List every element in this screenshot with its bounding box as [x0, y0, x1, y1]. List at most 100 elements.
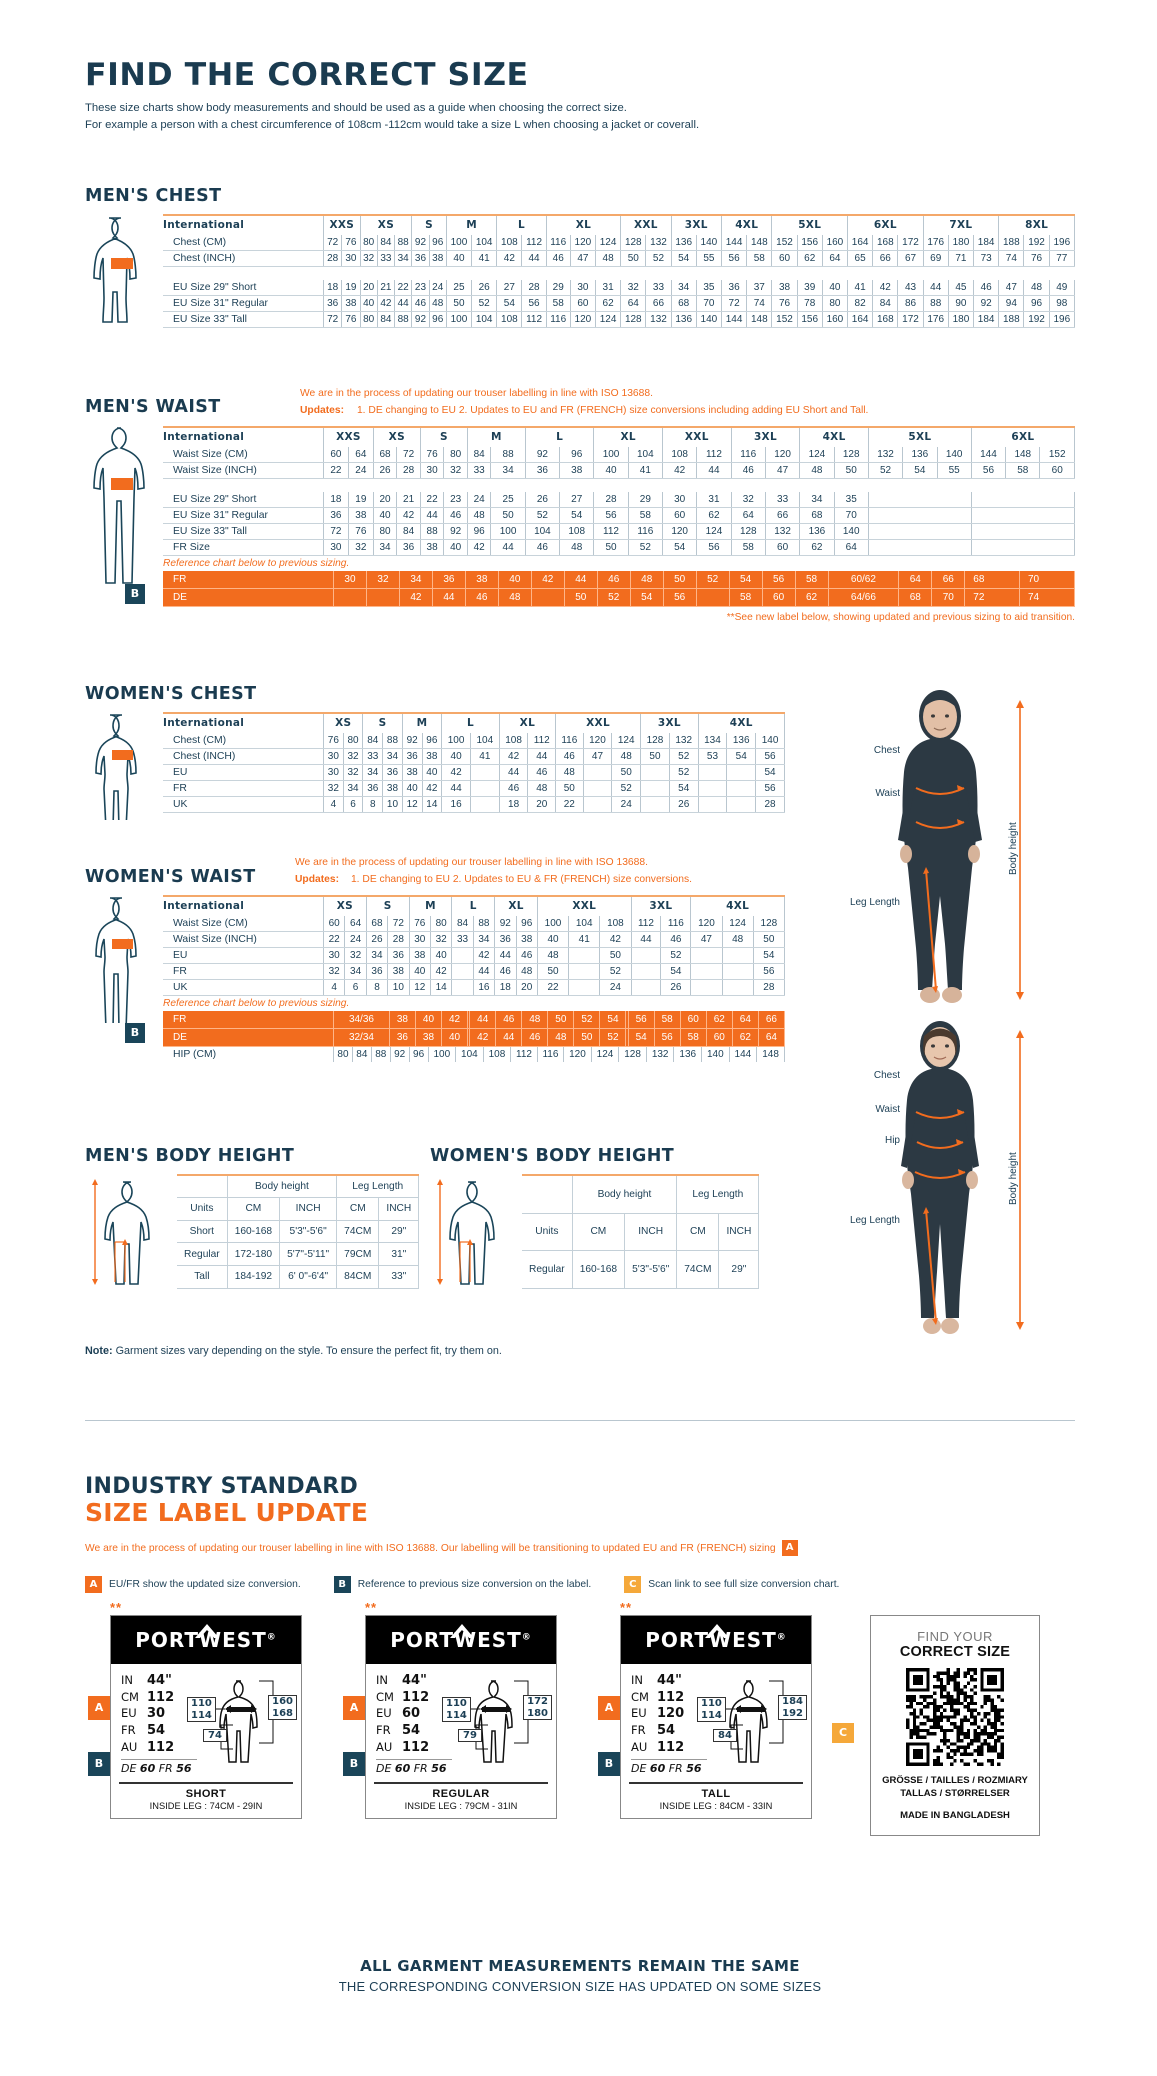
size-header-s: S — [411, 215, 447, 235]
badge-a-card: A — [343, 1696, 365, 1720]
cell: 192 — [1023, 234, 1050, 251]
cell: 124 — [590, 1046, 620, 1062]
column-header: Units — [522, 1212, 573, 1252]
cell: 56 — [755, 748, 785, 765]
cell: 148 — [746, 234, 773, 251]
cell: 32 — [322, 963, 346, 980]
cell: 30 — [323, 539, 349, 556]
cell: 58 — [545, 295, 571, 312]
cell: 33 — [466, 462, 492, 479]
cell: 80 — [429, 915, 453, 932]
cell: 46 — [730, 462, 766, 479]
label-previous-size: DE 60 FR 56 — [376, 1759, 452, 1775]
table-row: EU Size 31" Regular 36 38 40 42 44 46 48 50 52 54 5… — [163, 295, 1076, 312]
cell: 68 — [799, 507, 835, 524]
female-body-height-rule — [1010, 1030, 1036, 1330]
cell: 140 — [833, 523, 869, 540]
cell: 34 — [362, 764, 384, 781]
cell: 58 — [746, 250, 773, 267]
cell: 104 — [627, 446, 664, 463]
cell: 104 — [471, 311, 498, 328]
cell — [721, 947, 754, 964]
table-row: EU 30 32 34 36 38 40 42 44 46 48 50 52 54 — [163, 947, 786, 964]
see-new-label-note: **See new label below, showing updated a… — [726, 611, 1075, 623]
womens-waist-hip-table: HIP (CM) 80 84 88 92 96 100 104 108 112 116 120 124 1… — [163, 1046, 785, 1062]
size-header-xs: XS — [323, 896, 367, 916]
cell: 26 — [524, 491, 561, 508]
mens-body-height-title: MEN'S BODY HEIGHT — [85, 1146, 295, 1166]
cell: 184-192 — [226, 1264, 281, 1289]
badge-a-inline: A — [781, 1540, 798, 1557]
industry-standard-section: INDUSTRY STANDARD SIZE LABEL UPDATE We a… — [85, 1474, 1075, 1594]
cell: 28 — [755, 796, 785, 813]
industry-title-line1: INDUSTRY STANDARD — [85, 1474, 359, 1499]
cell — [333, 588, 367, 607]
size-header-8xl: 8XL — [998, 215, 1075, 235]
cell: 104 — [524, 523, 561, 540]
cell: 44 — [521, 250, 547, 267]
label-spec-row: FR 54 — [121, 1722, 166, 1738]
cell: 35 — [833, 491, 869, 508]
womens-chest-section: WOMEN'S CHEST International XS S M L XL XXL 3XL… — [85, 685, 786, 820]
cell: 60 — [679, 1010, 707, 1029]
cell — [726, 764, 757, 781]
cell: 60 — [322, 915, 346, 932]
cell: 22 — [322, 931, 346, 948]
cell — [970, 507, 1076, 524]
cell: 66 — [872, 250, 899, 267]
womens-body-height-table: Body height Leg Length Units CM INCH CM INCH Re… — [522, 1173, 760, 1289]
cell: 22 — [536, 979, 570, 996]
size-header-5xl: 5XL — [771, 215, 849, 235]
cell: 72 — [322, 311, 343, 328]
industry-title-line2: SIZE LABEL UPDATE — [85, 1498, 369, 1528]
womens-chest-table: International XS S M L XL XXL 3XL 4XL Chest (CM) 7… — [163, 713, 786, 813]
cell: 100 — [427, 1046, 457, 1062]
page-title: FIND THE CORRECT SIZE — [85, 57, 529, 93]
cell: 22 — [419, 491, 445, 508]
cell: 48 — [629, 570, 664, 589]
table-header-row: International XS S M L XL XXL 3XL 4XL — [163, 896, 785, 916]
size-header-3xl: 3XL — [640, 713, 699, 733]
size-header-3xl: 3XL — [630, 896, 692, 916]
cell: 30 — [333, 570, 367, 589]
cell: 54 — [660, 963, 692, 980]
cell: 32 — [323, 780, 344, 797]
mens-waist-reference-table: FR 30 32 34 36 38 40 42 44 46 48 50 52 54 56 58 60/62 64 6… — [163, 570, 1075, 607]
cell: 92 — [443, 523, 468, 540]
female-body-height-label: Body height — [1008, 1152, 1019, 1205]
row-label: HIP (CM) — [163, 1046, 334, 1062]
cell: 76 — [419, 446, 445, 463]
cell: 20 — [515, 979, 538, 996]
column-header: CM — [336, 1197, 380, 1221]
cell: 8 — [362, 796, 384, 813]
cell: 46 — [498, 780, 529, 797]
cell: 40 — [408, 963, 431, 980]
cell: 53 — [697, 748, 728, 765]
waist-measure-box: 110 114 — [697, 1697, 726, 1722]
cell: 136 — [670, 234, 697, 251]
label-spec-row: AU 112 — [376, 1739, 430, 1755]
cell: 58 — [730, 539, 766, 556]
cell: 54 — [670, 250, 697, 267]
label-spec-row: AU 112 — [121, 1739, 175, 1755]
cell: 62 — [731, 1028, 759, 1047]
cell: 132 — [867, 446, 904, 463]
cell: 62 — [794, 588, 829, 607]
cell: 60 — [771, 250, 798, 267]
cell: 48 — [515, 963, 538, 980]
badge-b-card: B — [343, 1752, 365, 1776]
cell — [469, 764, 500, 781]
label-spec-row: IN 44" — [631, 1673, 682, 1688]
legend-badge-c: C — [624, 1576, 642, 1594]
garment-note-label: Note: — [85, 1345, 113, 1357]
cell: 64 — [731, 1010, 759, 1029]
cell: 52 — [695, 570, 730, 589]
row-label: UK — [163, 979, 324, 996]
cell: 140 — [695, 234, 723, 251]
cell: 44 — [498, 764, 529, 781]
cell: 42 — [441, 1010, 469, 1029]
cell: 40 — [445, 250, 473, 267]
male-torso-icon — [85, 214, 163, 334]
cell: 128 — [618, 1046, 647, 1062]
cell: 136 — [726, 732, 757, 749]
